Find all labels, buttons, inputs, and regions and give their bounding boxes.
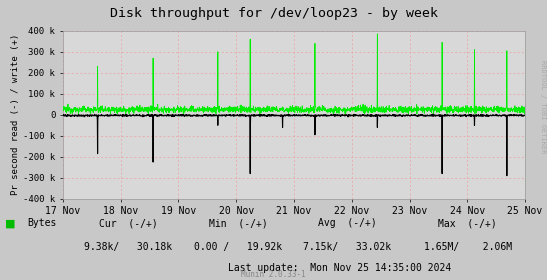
Text: 0.00 /   19.92k: 0.00 / 19.92k (194, 242, 282, 252)
Text: Bytes: Bytes (27, 218, 57, 228)
Text: Cur  (-/+): Cur (-/+) (99, 218, 158, 228)
Text: Min  (-/+): Min (-/+) (208, 218, 267, 228)
Text: 7.15k/   33.02k: 7.15k/ 33.02k (303, 242, 392, 252)
Text: RRDTOOL / TOBI OETIKER: RRDTOOL / TOBI OETIKER (540, 60, 546, 153)
Text: Last update:  Mon Nov 25 14:35:00 2024: Last update: Mon Nov 25 14:35:00 2024 (228, 263, 451, 273)
Text: 9.38k/   30.18k: 9.38k/ 30.18k (84, 242, 173, 252)
Text: Max  (-/+): Max (-/+) (438, 218, 497, 228)
Text: ■: ■ (5, 218, 16, 228)
Text: Munin 2.0.33-1: Munin 2.0.33-1 (241, 270, 306, 279)
Text: 1.65M/    2.06M: 1.65M/ 2.06M (423, 242, 512, 252)
Text: Disk throughput for /dev/loop23 - by week: Disk throughput for /dev/loop23 - by wee… (109, 7, 438, 20)
Y-axis label: Pr second read (-) / write (+): Pr second read (-) / write (+) (11, 34, 20, 195)
Text: Avg  (-/+): Avg (-/+) (318, 218, 377, 228)
